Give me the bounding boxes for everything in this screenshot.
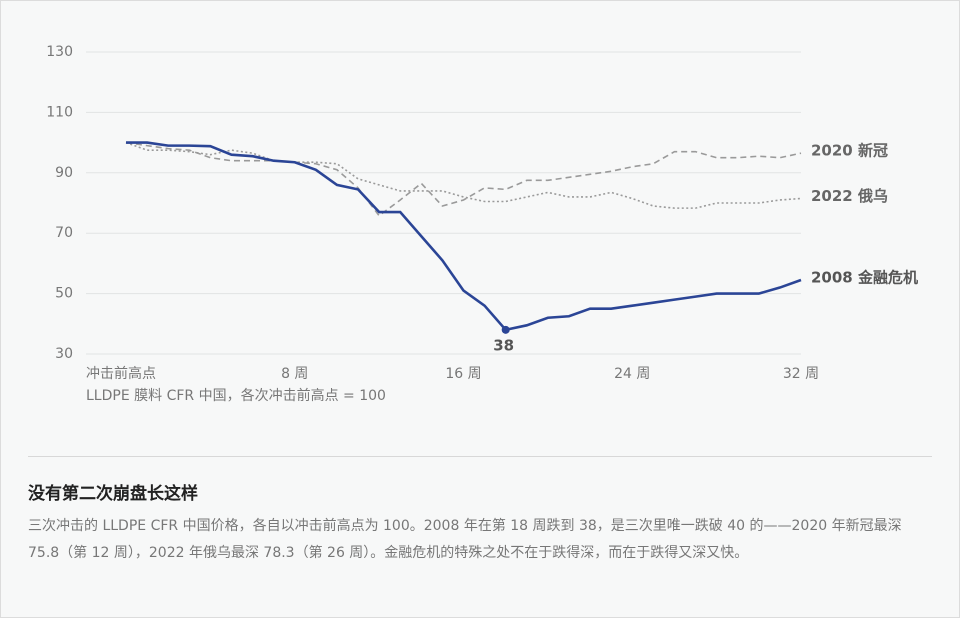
chart: LLDPE 膜料 CFR 中国，各次冲击前高点 = 100 30 50 70 90 11… — [46, 44, 918, 404]
y-tick-label: 50 — [55, 286, 73, 302]
y-tick-label: 90 — [55, 165, 73, 181]
highlight-point — [501, 325, 510, 334]
separator — [28, 456, 932, 457]
caption-title: 没有第二次崩盘长这样 — [28, 484, 198, 504]
series-line — [126, 141, 802, 332]
y-tick-label: 30 — [55, 346, 73, 362]
data-label: 38 — [493, 336, 514, 354]
series-label: 2008 金融危机 — [811, 269, 918, 287]
y-tick-label: 130 — [46, 44, 73, 60]
chart-subtitle: LLDPE 膜料 CFR 中国，各次冲击前高点 = 100 — [86, 387, 386, 404]
x-tick-label: 24 周 — [614, 366, 650, 382]
x-tick-label: 16 周 — [445, 366, 481, 382]
series-label: 2020 新冠 — [811, 142, 888, 160]
x-tick-label: 8 周 — [281, 366, 308, 382]
series-label: 2022 俄乌 — [811, 187, 888, 205]
y-tick-label: 110 — [46, 104, 73, 120]
y-tick-label: 70 — [55, 225, 73, 241]
series-line — [125, 141, 802, 217]
x-tick-label: 冲击前高点 — [86, 365, 156, 382]
caption-text: 三次冲击的 LLDPE CFR 中国价格，各自以冲击前高点为 100。2008 … — [28, 518, 902, 561]
x-tick-label: 32 周 — [783, 366, 819, 382]
